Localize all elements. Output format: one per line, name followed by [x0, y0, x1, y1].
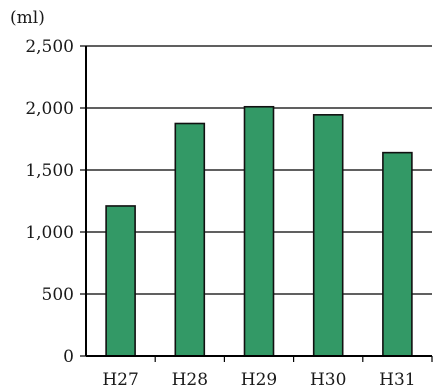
bar-H27 [105, 205, 136, 357]
bar-H31 [382, 151, 413, 357]
x-tick-label-H27: H27 [102, 370, 138, 389]
y-tick-label-0: 0 [63, 347, 74, 367]
y-axis-unit-label: (ml) [10, 8, 45, 28]
bar-H30 [312, 114, 344, 357]
x-tick-labels: H27 H28 H29 H30 H31 [102, 370, 415, 389]
y-tick-label-2000: 2,000 [25, 99, 74, 119]
y-tick-label-1500: 1,500 [25, 161, 74, 181]
bar-H29 [243, 105, 275, 357]
y-tick-label-1000: 1,000 [25, 223, 74, 243]
x-tick-label-H30: H30 [310, 370, 346, 389]
y-tick-labels: 0 500 1,000 1,500 2,000 2,500 [25, 37, 74, 367]
x-tick-label-H29: H29 [241, 370, 277, 389]
y-tick-label-500: 500 [42, 285, 74, 305]
x-tick-label-H31: H31 [379, 370, 415, 389]
bar-H28 [174, 122, 206, 357]
bars [105, 105, 413, 357]
axes [80, 45, 433, 362]
x-tick-label-H28: H28 [172, 370, 208, 389]
y-tick-label-2500: 2,500 [25, 37, 74, 57]
